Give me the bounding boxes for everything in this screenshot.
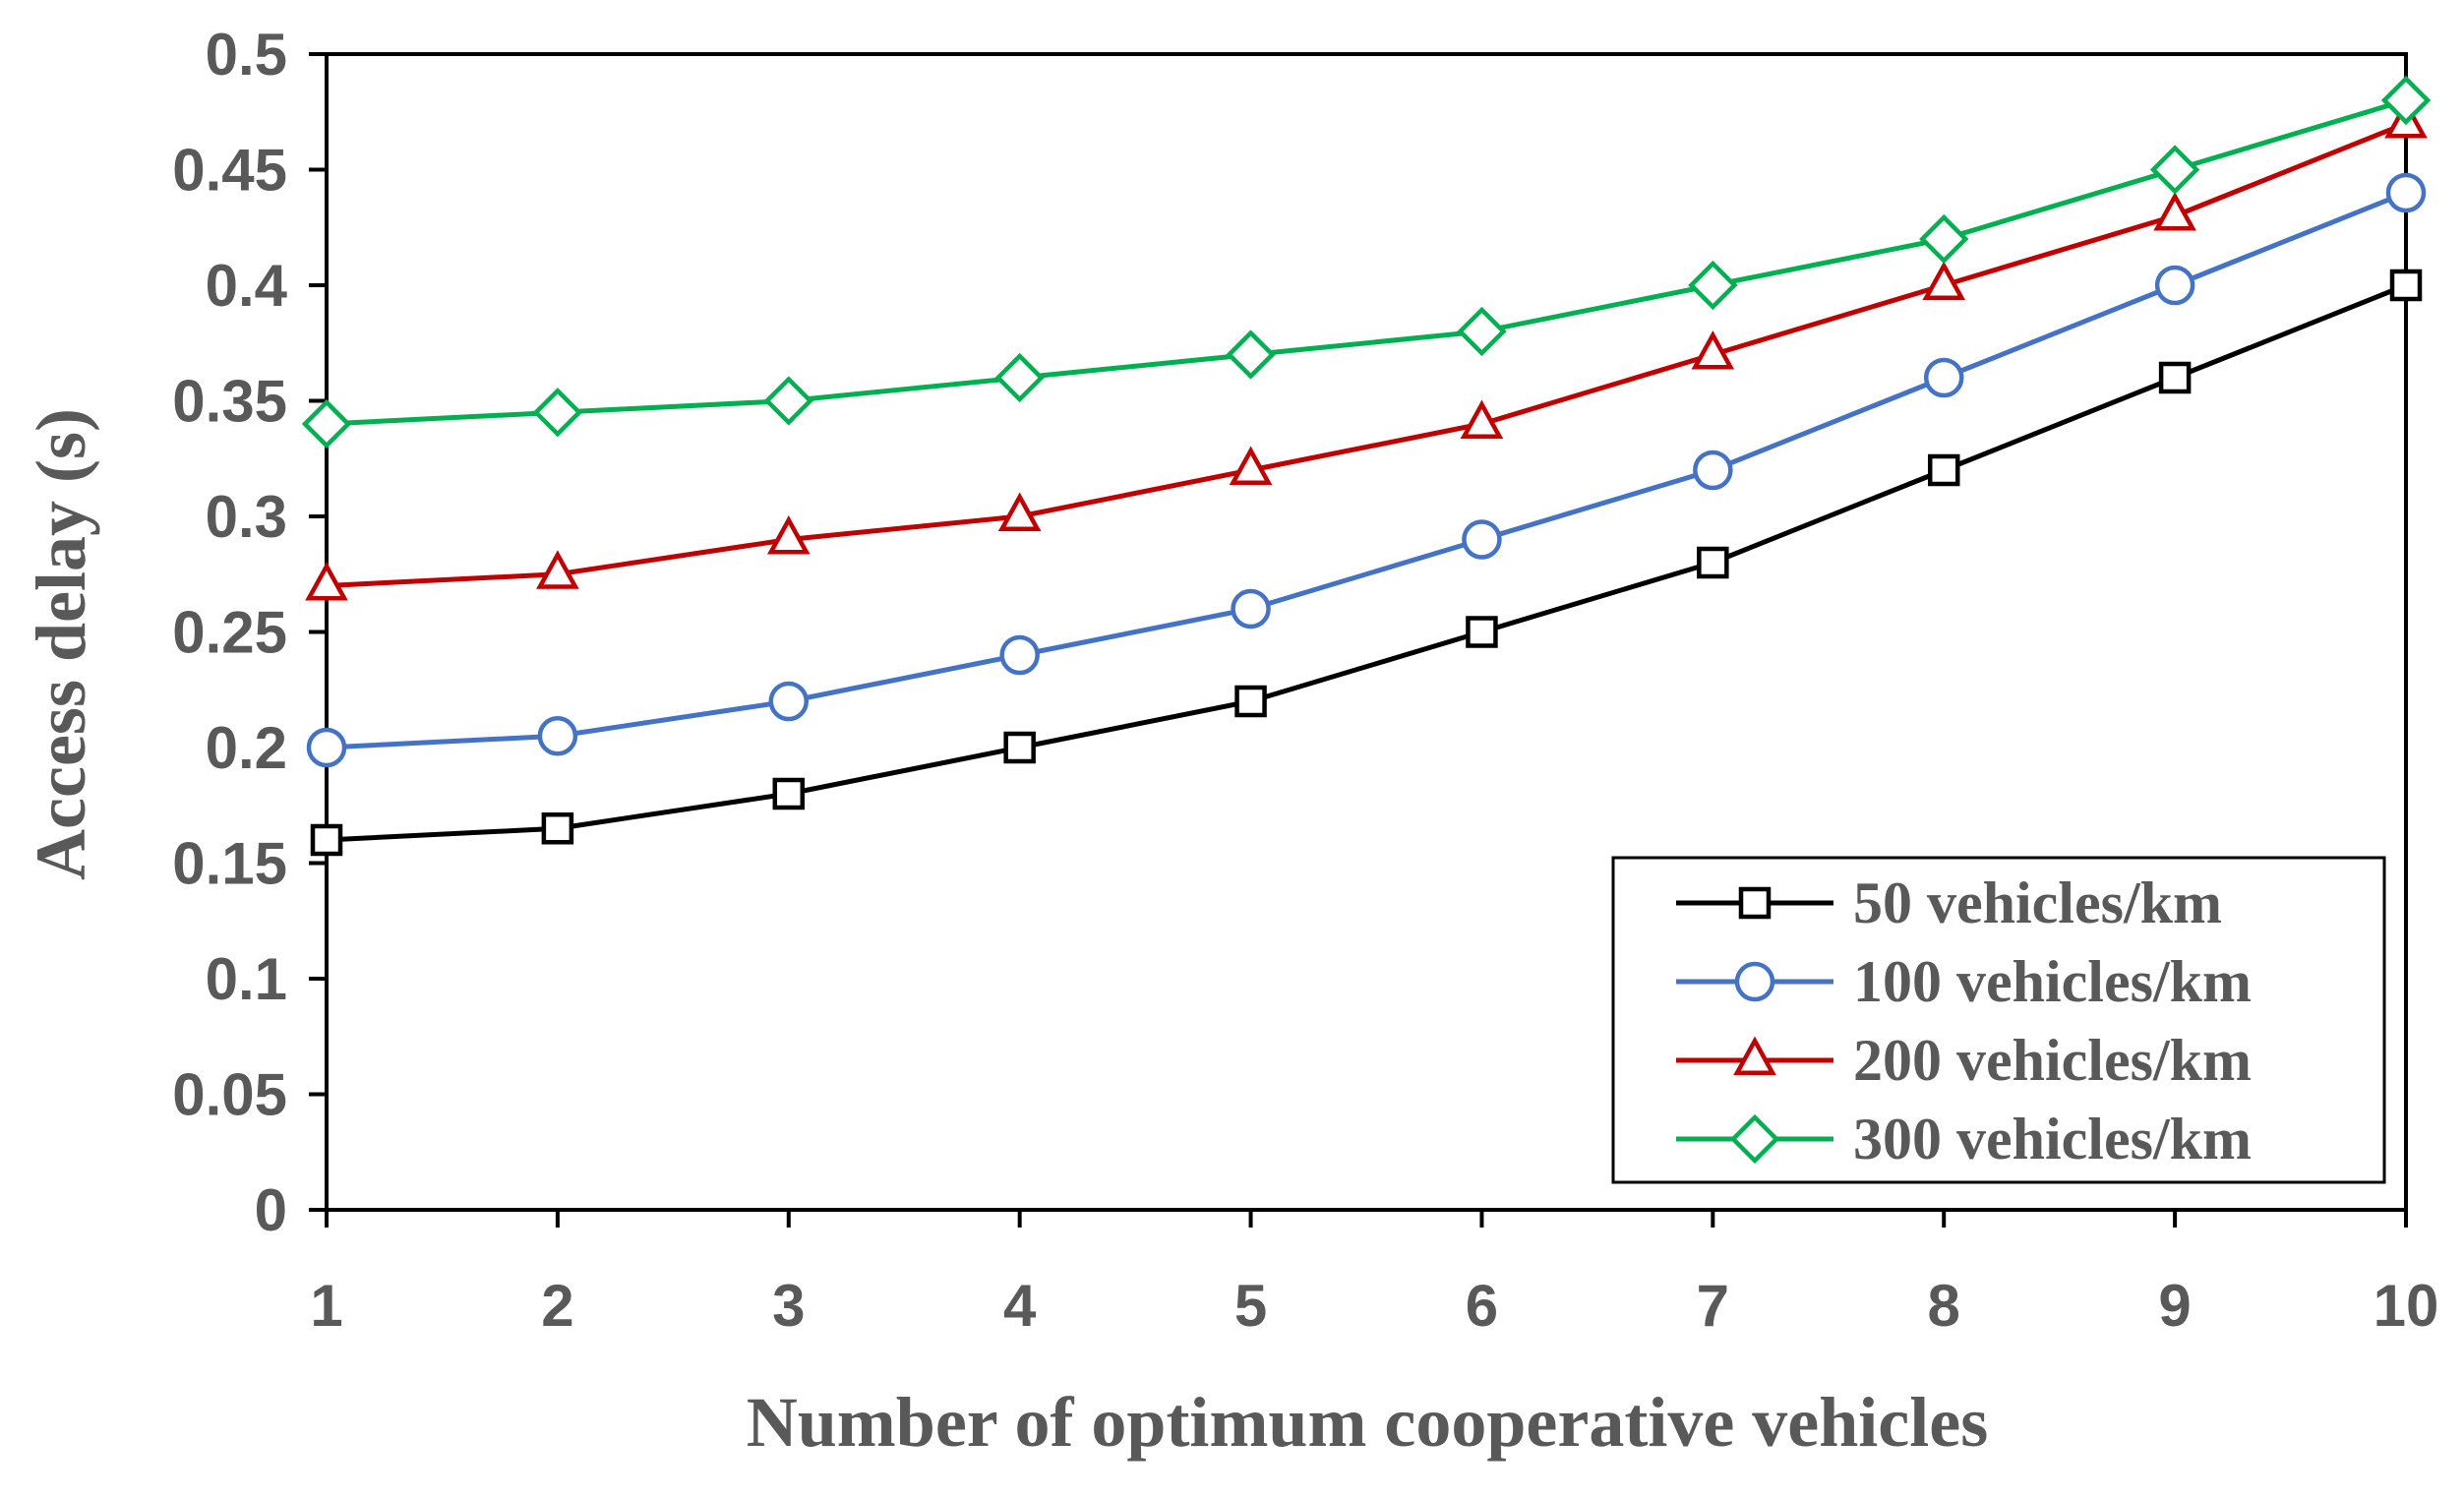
series-1-point (1927, 453, 1960, 487)
y-tick-label: 0.5 (206, 22, 287, 88)
y-tick-label: 0.35 (172, 369, 287, 435)
x-tick-label: 8 (1928, 1273, 1960, 1339)
series-3-point (766, 515, 811, 555)
legend-marker (1733, 1036, 1776, 1076)
y-tick-label: 0.2 (206, 715, 287, 781)
series-1-point (772, 777, 806, 810)
series-3-point (536, 550, 579, 589)
series-3-point (1922, 261, 1966, 301)
series-2-point (1462, 519, 1502, 560)
series-4-point (2149, 145, 2200, 195)
series-3-point (1229, 446, 1273, 486)
series-4-line (326, 97, 2407, 427)
x-tick-label: 7 (1697, 1273, 1729, 1339)
legend-label: 100 vehicles/km (1853, 949, 2252, 1014)
y-tick-label: 0.1 (206, 946, 287, 1012)
series-3-point (997, 492, 1042, 532)
series-1-line (326, 282, 2407, 843)
legend-marker (1734, 961, 1775, 1002)
series-4-point (994, 352, 1045, 403)
x-tick-label: 1 (310, 1273, 342, 1339)
series-1-point (1003, 731, 1036, 764)
series-2-line (326, 190, 2407, 750)
series-4-point (532, 388, 583, 438)
series-4-point (1457, 306, 1507, 357)
legend-marker (1729, 1113, 1780, 1165)
series-1-point (541, 812, 574, 845)
x-tick-label: 3 (772, 1273, 805, 1339)
y-tick-label: 0.05 (172, 1062, 287, 1128)
series-4-point (763, 376, 813, 426)
x-tick-label: 9 (2158, 1273, 2191, 1339)
series-1-point (2158, 361, 2192, 394)
series-2-point (537, 716, 578, 756)
series-2-point (306, 727, 347, 768)
y-tick-label: 0.25 (172, 600, 287, 666)
series-3-line (326, 121, 2407, 588)
series-3-point (1460, 399, 1504, 440)
y-tick-label: 0.4 (206, 253, 288, 319)
series-3-point (1691, 330, 1735, 370)
series-4-point (2380, 75, 2432, 126)
series-3-point (305, 562, 348, 601)
x-tick-label: 6 (1466, 1273, 1498, 1339)
y-tick-label: 0.3 (206, 484, 287, 550)
series-1-point (1466, 616, 1498, 648)
legend-entry-1: 50 vehicles/km (1676, 870, 2222, 935)
series-1-point (2389, 269, 2423, 302)
series-2-point (1923, 357, 1964, 398)
series-4-point (1226, 330, 1276, 380)
legend-entry-2: 100 vehicles/km (1676, 949, 2252, 1014)
legend-entry-3: 200 vehicles/km (1676, 1028, 2252, 1093)
series-2-point (2154, 265, 2195, 306)
series-1 (310, 269, 2423, 857)
series-4-point (1688, 260, 1738, 311)
series-2 (306, 172, 2427, 768)
series-2-point (768, 681, 810, 722)
series-3 (305, 99, 2428, 601)
series-2-point (1231, 588, 1271, 630)
series-3-point (2153, 192, 2196, 231)
y-tick-label: 0.15 (172, 831, 287, 897)
legend-label: 300 vehicles/km (1853, 1107, 2252, 1171)
series-2-point (999, 634, 1040, 676)
x-tick-label: 10 (2374, 1273, 2439, 1339)
y-tick-label: 0 (255, 1177, 287, 1243)
y-tick-label: 0.45 (172, 138, 287, 204)
legend-marker (1738, 886, 1772, 920)
legend-label: 200 vehicles/km (1853, 1028, 2252, 1093)
series-1-point (310, 823, 343, 857)
series-4-point (301, 398, 352, 450)
legend-entry-4: 300 vehicles/km (1676, 1107, 2252, 1171)
x-axis-title: Number of optimum cooperative vehicles (747, 1383, 1988, 1462)
series-4 (301, 75, 2432, 450)
x-tick-label: 4 (1003, 1273, 1037, 1339)
series-4-point (1919, 213, 1969, 265)
series-1-point (1234, 685, 1267, 718)
series-2-point (1693, 450, 1733, 491)
x-tick-label: 2 (541, 1273, 573, 1339)
x-tick-label: 5 (1234, 1273, 1267, 1339)
legend-label: 50 vehicles/km (1853, 870, 2222, 935)
y-axis-title: Access delay (s) (22, 408, 100, 880)
series-1-point (1697, 546, 1729, 579)
series-2-point (2385, 172, 2427, 213)
